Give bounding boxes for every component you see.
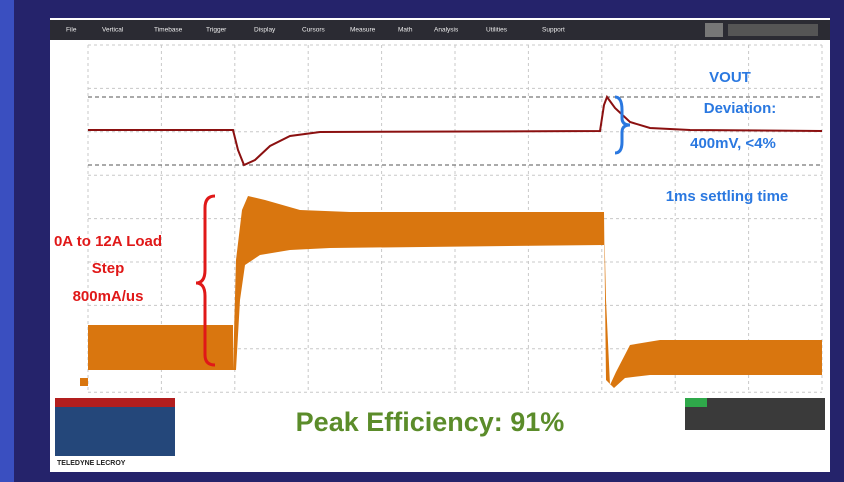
current-trace-high <box>233 196 604 370</box>
menu-item[interactable]: Support <box>542 27 565 34</box>
menu-item[interactable]: Trigger <box>206 27 227 34</box>
vout-note: 400mV, <4% <box>690 135 776 152</box>
load-bracket <box>195 194 216 367</box>
vout-note: Deviation: <box>704 100 777 117</box>
left-stripe <box>0 0 14 482</box>
menu-item[interactable]: Utilities <box>486 27 508 34</box>
menu-item[interactable]: Math <box>398 27 413 34</box>
measure-panel <box>55 398 175 456</box>
menu-item[interactable]: Vertical <box>102 27 124 34</box>
vout-bracket <box>614 95 631 155</box>
toolbar-field <box>728 24 818 36</box>
brand: TELEDYNE LECROY <box>57 460 126 467</box>
menu-item[interactable]: File <box>66 27 77 34</box>
load-note: Step <box>92 260 125 277</box>
menu-item[interactable]: Measure <box>350 27 376 34</box>
vout-note: VOUT <box>709 69 751 86</box>
menu-item[interactable]: Display <box>254 27 276 34</box>
menu-item[interactable]: Timebase <box>154 27 183 34</box>
efficiency-note: Peak Efficiency: 91% <box>296 407 565 437</box>
measure-header <box>55 398 175 407</box>
toolbar-icon <box>705 23 723 37</box>
current-trace-low <box>88 325 233 370</box>
menu-item[interactable]: Analysis <box>434 27 459 34</box>
menu-item[interactable]: Cursors <box>302 27 326 34</box>
load-note: 800mA/us <box>73 288 144 305</box>
current-trace-release <box>604 212 822 388</box>
channel-marker <box>80 378 88 386</box>
vout-trace <box>88 94 823 167</box>
timebase-panel <box>685 398 825 430</box>
settling-note: 1ms settling time <box>666 188 789 205</box>
toolbar <box>50 20 830 40</box>
load-note: 0A to 12A Load <box>54 233 162 250</box>
timebase-header <box>685 398 707 407</box>
